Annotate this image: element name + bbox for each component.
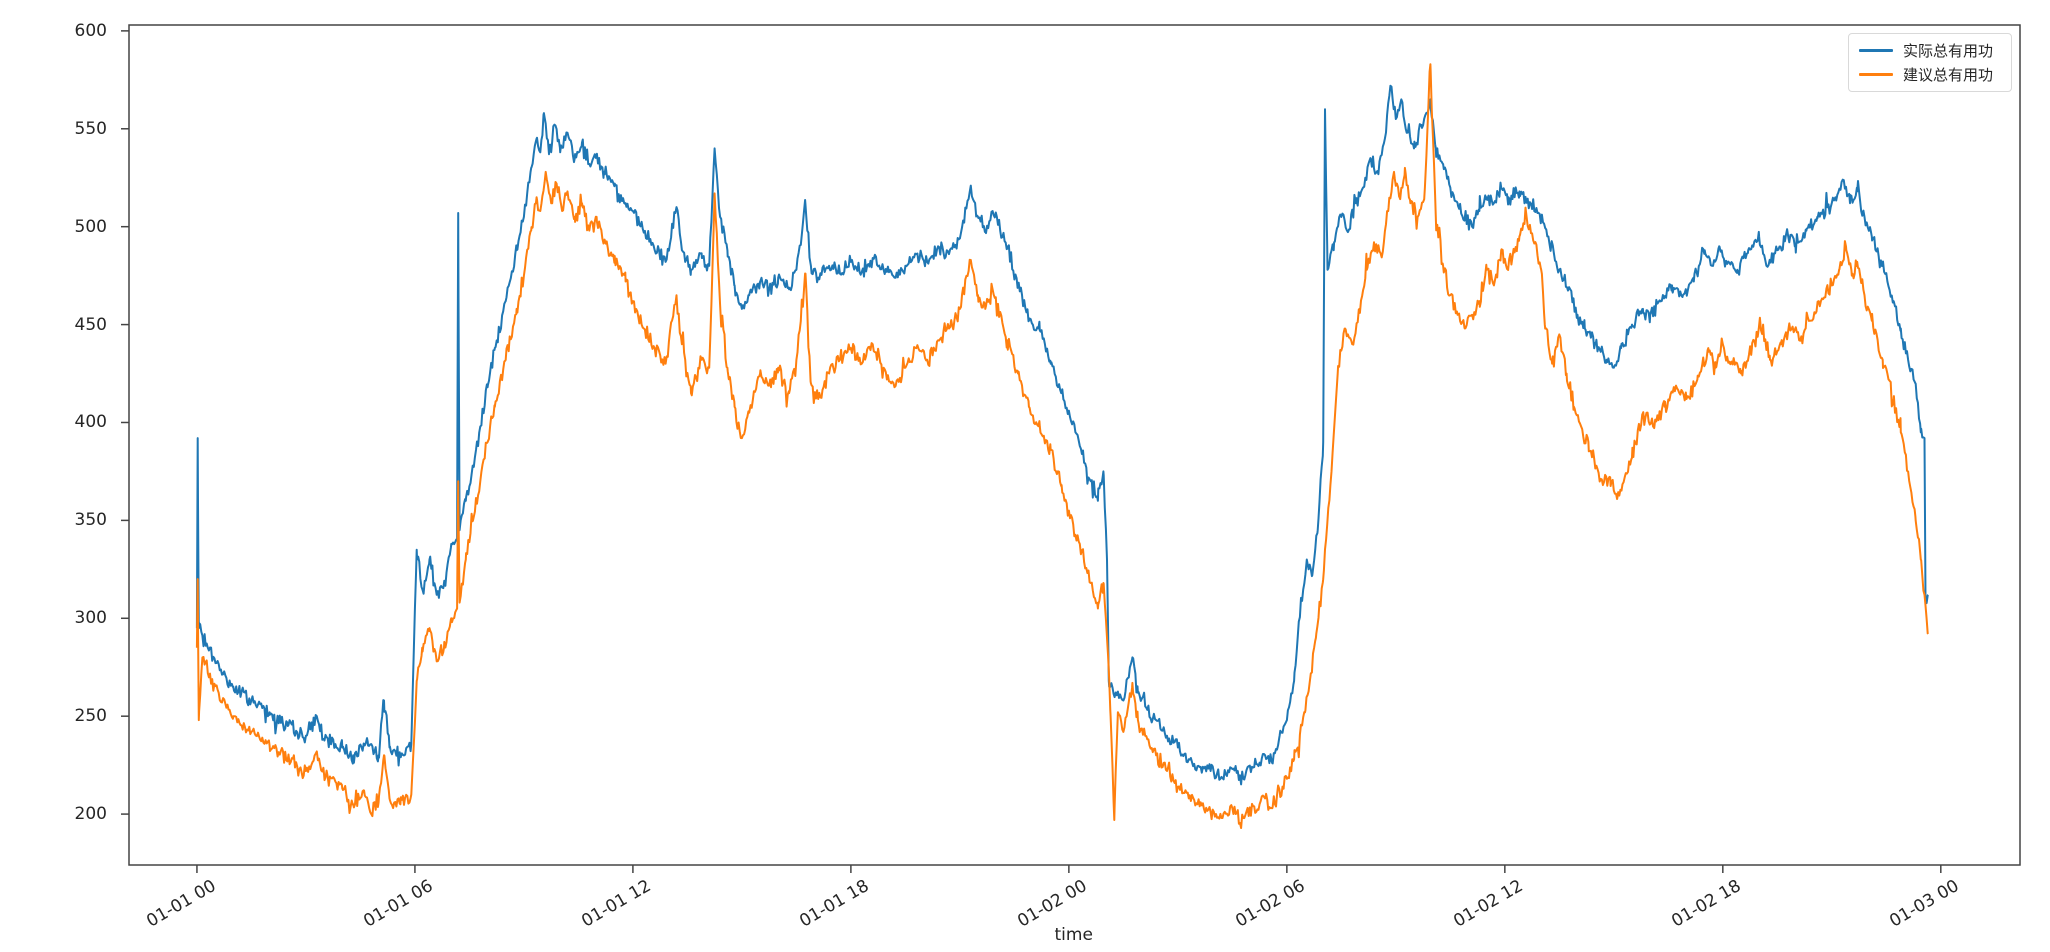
legend-label-suggested: 建议总有用功 <box>1903 65 1994 84</box>
y-tick-label: 250 <box>74 706 107 727</box>
y-tick-label: 450 <box>74 314 107 335</box>
legend-swatch-actual-icon <box>1859 49 1893 53</box>
x-axis-title: time <box>1054 925 1093 945</box>
legend-entry-suggested: 建议总有用功 <box>1859 64 2001 85</box>
y-tick-label: 350 <box>74 510 107 531</box>
y-tick-label: 300 <box>74 608 107 629</box>
y-tick-label: 400 <box>74 412 107 433</box>
y-tick-label: 500 <box>74 216 107 237</box>
legend: 实际总有用功 建议总有用功 <box>1848 33 2012 92</box>
plot-border <box>128 24 2021 866</box>
legend-entry-actual: 实际总有用功 <box>1859 40 2001 61</box>
legend-label-actual: 实际总有用功 <box>1903 42 1994 61</box>
series-line-actual <box>195 84 1929 786</box>
legend-swatch-suggested-icon <box>1859 72 1893 76</box>
y-tick-label: 550 <box>74 118 107 139</box>
y-tick-label: 600 <box>74 20 107 41</box>
series-line-suggested <box>195 63 1929 829</box>
y-tick-label: 200 <box>74 804 107 825</box>
